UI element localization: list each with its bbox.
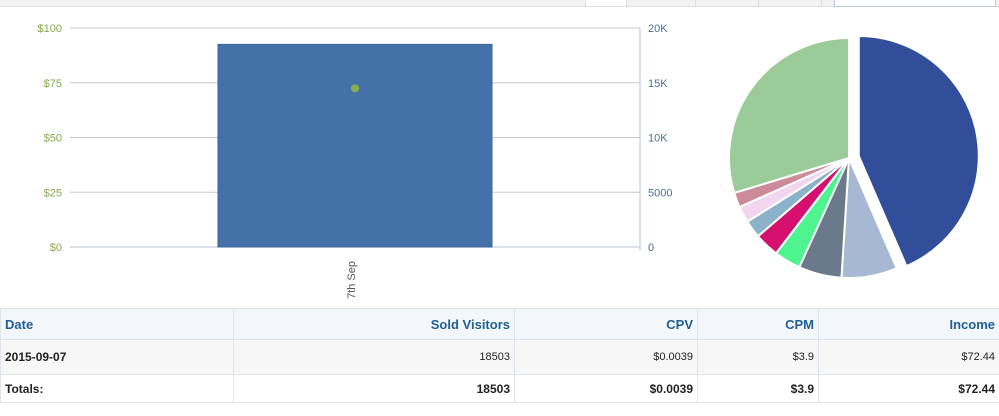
left-tick-label: $50: [44, 133, 62, 145]
bar-marks: [217, 43, 493, 248]
left-tick-label: $100: [38, 23, 62, 35]
cell-cpm: $3.9: [697, 339, 819, 375]
totals-income: $72.44: [818, 374, 999, 403]
tab[interactable]: [696, 0, 759, 6]
tab-strip-blank: [0, 0, 586, 6]
left-tick-label: $0: [50, 242, 62, 254]
bar-sold-visitors: [217, 43, 493, 248]
right-tick-label: 15K: [648, 78, 668, 90]
top-tab-strip: [0, 0, 999, 7]
right-axis-ticks: 0 5000 10K 15K 20K: [648, 23, 672, 254]
cell-cpv: $0.0039: [514, 339, 698, 375]
stats-table: Date Sold Visitors CPV CPM Income 2015-0…: [0, 308, 999, 403]
column-header-cpv[interactable]: CPV: [514, 308, 698, 340]
totals-cpv: $0.0039: [514, 374, 698, 403]
x-category-label: 7th Sep: [346, 261, 358, 299]
left-tick-label: $25: [44, 187, 62, 199]
cell-income: $72.44: [818, 339, 999, 375]
totals-row: Totals: 18503 $0.0039 $3.9 $72.44: [0, 374, 999, 403]
pie-chart: [728, 34, 980, 279]
left-axis-ticks: $0 $25 $50 $75 $100: [38, 23, 62, 254]
pie-slices: [728, 34, 980, 279]
bar-chart: $0 $25 $50 $75 $100 0 5000 10K 15K 20K 7…: [38, 23, 673, 299]
column-header-sold-visitors[interactable]: Sold Visitors: [233, 308, 515, 340]
point-income: [351, 84, 359, 93]
column-header-cpm[interactable]: CPM: [697, 308, 819, 340]
tab[interactable]: [759, 0, 822, 6]
left-tick-label: $75: [44, 78, 62, 90]
right-tick-label: 10K: [648, 133, 668, 145]
tab-active[interactable]: [586, 0, 627, 6]
table-header-row: Date Sold Visitors CPV CPM Income: [0, 308, 999, 340]
totals-label: Totals:: [0, 374, 234, 403]
pie-slice: [857, 34, 980, 268]
totals-sold-visitors: 18503: [233, 374, 515, 403]
cell-sold-visitors: 18503: [233, 339, 515, 375]
search-field[interactable]: [834, 0, 996, 7]
column-header-income[interactable]: Income: [818, 308, 999, 340]
right-tick-label: 0: [648, 242, 654, 254]
pie-slice: [728, 37, 850, 194]
right-tick-label: 5000: [648, 187, 672, 199]
tab[interactable]: [627, 0, 696, 6]
cell-date: 2015-09-07: [0, 339, 234, 375]
table-row: 2015-09-07 18503 $0.0039 $3.9 $72.44: [0, 339, 999, 375]
totals-cpm: $3.9: [697, 374, 819, 403]
right-tick-label: 20K: [648, 23, 668, 35]
column-header-date[interactable]: Date: [0, 308, 234, 340]
